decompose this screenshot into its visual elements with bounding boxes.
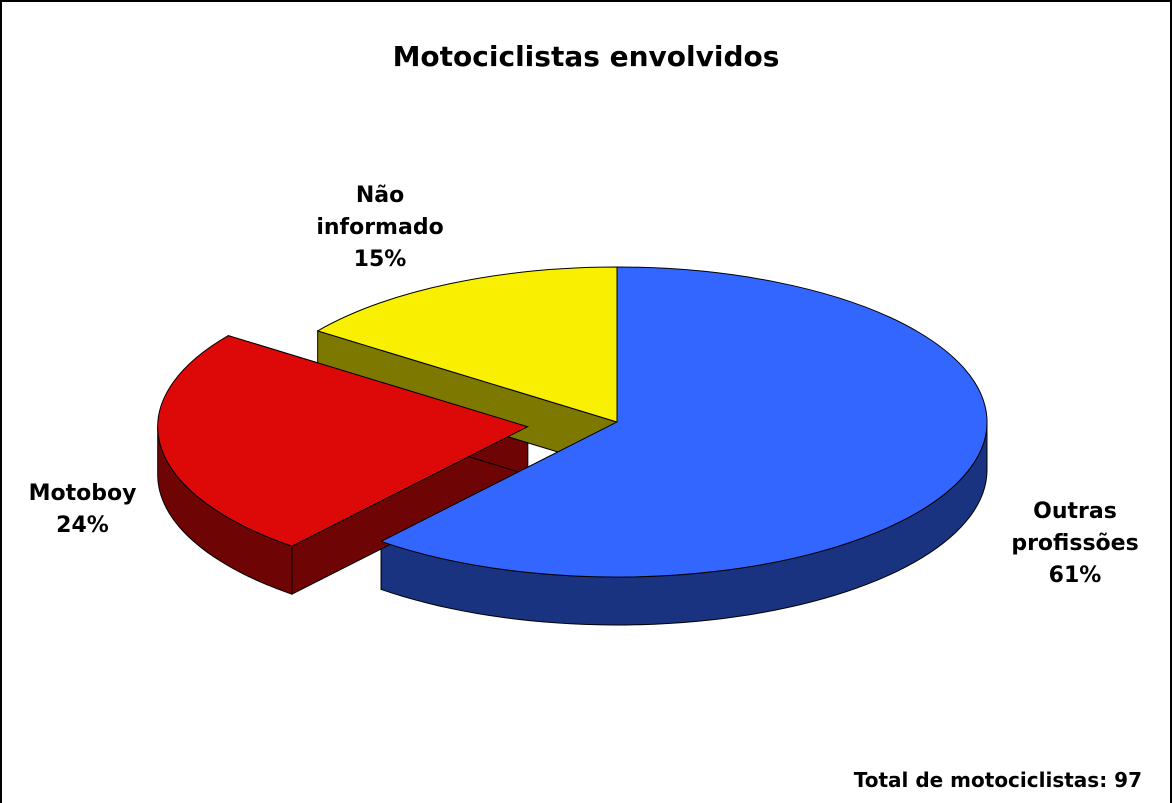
slice xyxy=(157,335,530,547)
annotation: Total de motociclistas: 97 xyxy=(853,768,1142,792)
slice xyxy=(379,266,988,578)
value-label: 15% xyxy=(353,247,407,272)
slice xyxy=(316,266,618,423)
chart-title: Motociclistas envolvidos xyxy=(392,40,780,73)
slice-label: Não informado 15% xyxy=(300,180,460,276)
slice-label: Outras profissões 61% xyxy=(990,496,1160,592)
pie-tops xyxy=(157,266,988,578)
category-label: Outras profissões xyxy=(1011,499,1139,556)
slice-label: Motoboy 24% xyxy=(0,478,165,542)
value-label: 24% xyxy=(56,513,109,538)
category-label: Motoboy xyxy=(28,481,137,506)
value-label: 61% xyxy=(1048,563,1102,588)
category-label: Não informado xyxy=(316,183,444,240)
